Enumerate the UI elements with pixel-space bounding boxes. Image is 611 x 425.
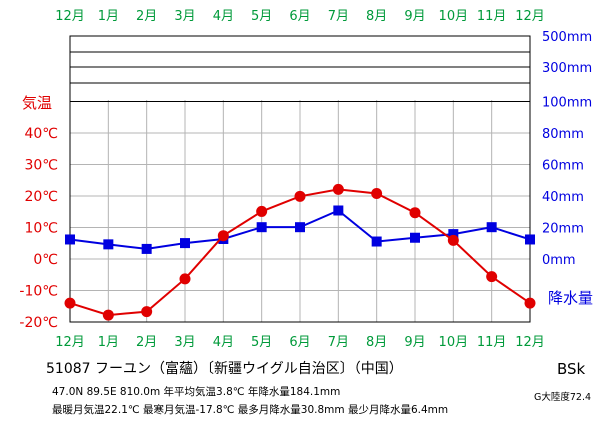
month-label-bottom: 1月 [98, 335, 119, 350]
temp-tick-label: -20℃ [19, 315, 58, 331]
month-label-top: 1月 [98, 9, 119, 24]
precip-tick-label: 100mm [542, 96, 592, 111]
precip-point [256, 222, 267, 233]
month-label-top: 3月 [174, 9, 195, 24]
precip-tick-label: 40mm [542, 190, 584, 205]
precip-point [141, 243, 152, 254]
month-label-top: 8月 [366, 9, 387, 24]
precip-point [333, 205, 344, 216]
temp-point [141, 306, 153, 318]
station-stats-line-2: 最暖月気温22.1℃ 最寒月気温-17.8℃ 最多月降水量30.8mm 最少月降… [52, 404, 449, 416]
month-label-bottom: 8月 [366, 335, 387, 350]
precip-point [371, 236, 382, 247]
precip-tick-label: 500mm [542, 30, 592, 45]
month-label-top: 11月 [477, 9, 507, 24]
precip-point [486, 222, 497, 233]
temp-axis-label: 気温 [22, 94, 52, 112]
month-label-top: 12月 [55, 9, 85, 24]
precip-tick-label: 60mm [542, 159, 584, 174]
month-label-top: 6月 [289, 9, 310, 24]
month-label-top: 10月 [439, 9, 469, 24]
precip-tick-label: 0mm [542, 253, 576, 268]
climate-classification: BSk [557, 360, 586, 378]
month-label-top: 12月 [515, 9, 545, 24]
month-label-bottom: 6月 [289, 335, 310, 350]
station-name-line: 51087 フーユン（富蘊）〔新疆ウイグル自治区〕（中国） [46, 361, 403, 377]
temp-point [409, 207, 421, 219]
temp-tick-label: 10℃ [24, 221, 58, 237]
temp-point [102, 309, 114, 321]
precip-point [180, 238, 190, 249]
month-label-bottom: 12月 [515, 335, 545, 350]
temp-point [64, 297, 76, 309]
plot-frame [69, 35, 531, 323]
temp-point [332, 183, 344, 195]
temp-point [371, 187, 383, 199]
temp-point [179, 273, 191, 285]
month-label-bottom: 11月 [477, 335, 507, 350]
month-label-bottom: 3月 [174, 335, 195, 350]
precip-point [410, 232, 420, 243]
temp-tick-label: 30℃ [24, 158, 58, 174]
month-label-bottom: 9月 [404, 335, 425, 350]
temp-point [447, 234, 459, 246]
precip-point [525, 234, 535, 245]
temp-tick-label: 0℃ [33, 252, 58, 268]
month-label-bottom: 12月 [55, 335, 85, 350]
precip-point [295, 222, 305, 233]
precip-point [65, 234, 75, 245]
month-label-bottom: 5月 [251, 335, 272, 350]
month-label-bottom: 2月 [136, 335, 157, 350]
month-label-bottom: 7月 [328, 335, 349, 350]
precip-point [103, 239, 114, 250]
temp-point [486, 271, 498, 283]
precip-axis-label: 降水量 [548, 289, 593, 307]
precip-tick-label: 300mm [542, 61, 592, 76]
temp-point [524, 297, 536, 309]
month-label-top: 9月 [404, 9, 425, 24]
month-label-top: 7月 [328, 9, 349, 24]
temp-point [217, 230, 229, 242]
temp-point [256, 205, 268, 217]
station-stats-line-1: 47.0N 89.5E 810.0m 年平均気温3.8℃ 年降水量184.1mm [52, 386, 341, 398]
month-label-bottom: 4月 [213, 335, 234, 350]
continentality-index: G大陸度72.4 [534, 392, 592, 403]
precip-tick-label: 20mm [542, 222, 584, 237]
month-label-top: 5月 [251, 9, 272, 24]
month-label-top: 2月 [136, 9, 157, 24]
precip-point [448, 229, 459, 240]
temp-point [294, 190, 306, 202]
month-label-top: 4月 [213, 9, 234, 24]
temp-tick-label: -10℃ [19, 284, 58, 300]
temp-tick-label: 40℃ [24, 126, 58, 142]
temp-tick-label: 20℃ [24, 189, 58, 205]
month-label-bottom: 10月 [439, 335, 469, 350]
precip-tick-label: 80mm [542, 127, 584, 142]
